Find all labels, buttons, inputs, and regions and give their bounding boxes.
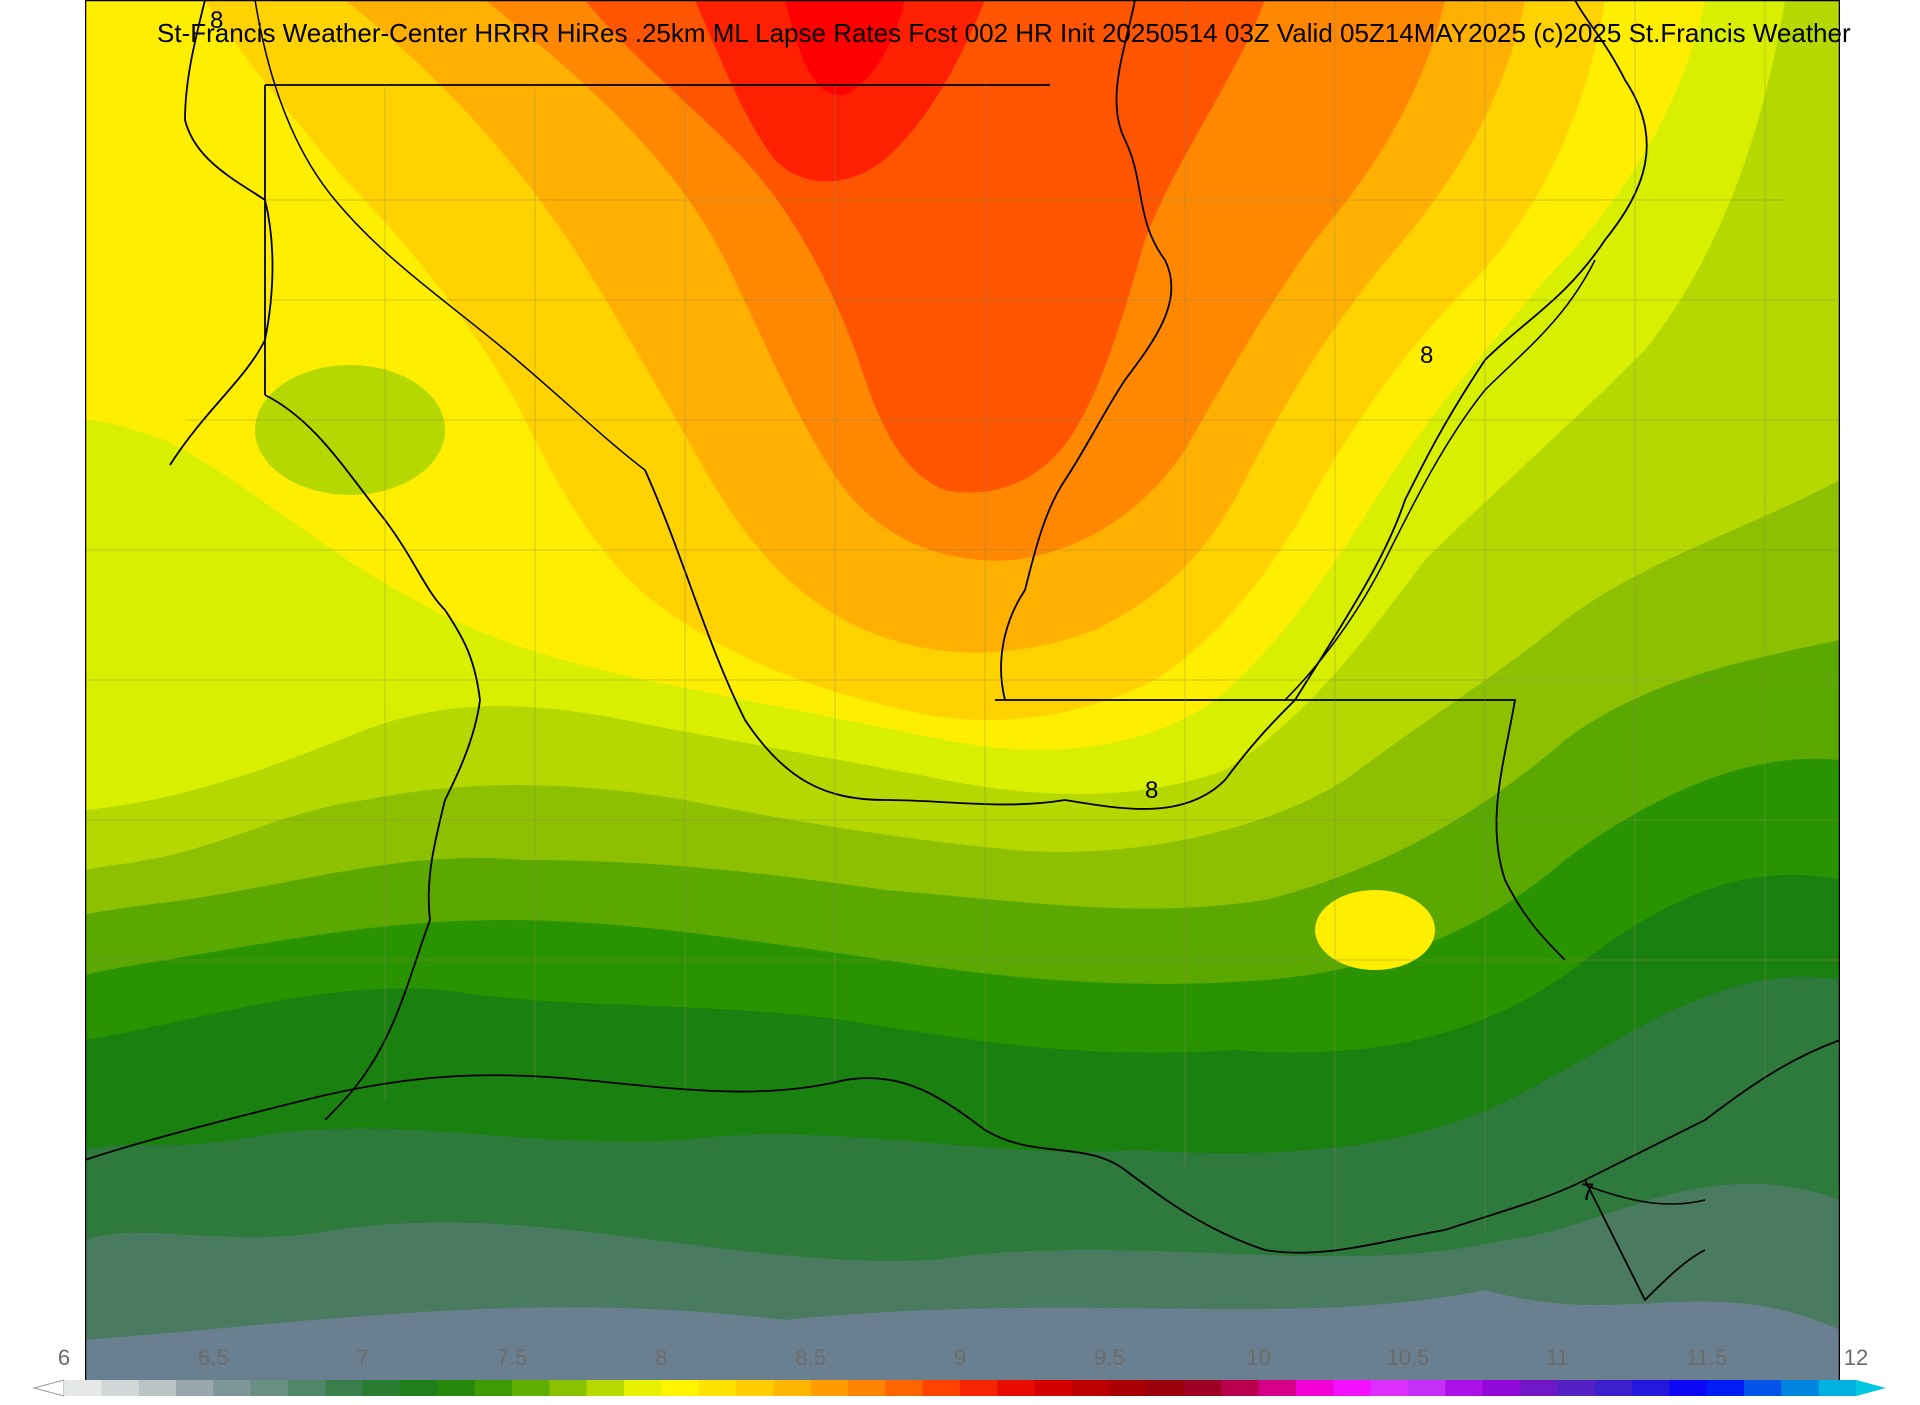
colorbar-segment xyxy=(1333,1380,1372,1396)
colorbar-segment xyxy=(549,1380,588,1396)
colorbar-segment xyxy=(250,1380,289,1396)
mississippi-river xyxy=(1000,0,1173,701)
colorbar-tick-label: 9 xyxy=(953,1345,967,1370)
colorbar-segment xyxy=(1184,1380,1222,1396)
blob-yellow-south xyxy=(1315,890,1435,970)
colorbar-segment xyxy=(885,1380,924,1396)
contour-label: 8 xyxy=(1420,342,1433,369)
colorbar-segment xyxy=(1072,1380,1110,1396)
colorbar-segment xyxy=(512,1380,550,1396)
colorbar-tick-label: 6 xyxy=(57,1345,71,1370)
colorbar-segment xyxy=(1258,1380,1297,1396)
contour-label-group: 8 8 8 7 xyxy=(210,7,1594,1206)
colorbar-segment xyxy=(64,1380,102,1396)
colorbar-segment xyxy=(1109,1380,1148,1396)
colorbar-segment xyxy=(1408,1380,1446,1396)
colorbar-tick-label: 11.5 xyxy=(1686,1345,1728,1370)
colorbar-segment xyxy=(437,1380,476,1396)
colorbar-segment xyxy=(1557,1380,1596,1396)
colorbar-segment xyxy=(1034,1380,1073,1396)
map-title: St-Francis Weather-Center HRRR HiRes .25… xyxy=(157,18,1851,48)
blob-lime-left xyxy=(255,365,445,495)
colorbar-segment xyxy=(101,1380,140,1396)
contour-8-east xyxy=(1284,259,1596,701)
colorbar-segment xyxy=(960,1380,998,1396)
colorbar-segment xyxy=(586,1380,625,1396)
colorbar-segment xyxy=(1221,1380,1260,1396)
band-red-max xyxy=(785,0,905,96)
county-lines xyxy=(85,0,1840,1250)
colorbar-segment xyxy=(1818,1380,1857,1396)
colorbar-segment xyxy=(1669,1380,1708,1396)
colorbar-tick-label: 12 xyxy=(1843,1345,1869,1370)
ar-ne-border xyxy=(1294,0,1648,701)
colorbar-tick-label: 6.5 xyxy=(198,1345,229,1370)
colorbar-tick-label: 8.5 xyxy=(795,1345,826,1370)
colorbar-tick-label: 10 xyxy=(1246,1345,1271,1370)
colorbar-segments xyxy=(32,1379,1886,1397)
colorbar-segment xyxy=(736,1380,774,1396)
colorbar-segment xyxy=(176,1380,214,1396)
colorbar-segment xyxy=(1706,1380,1745,1396)
colorbar-tick-label: 8 xyxy=(655,1345,668,1370)
colorbar-segment xyxy=(138,1380,177,1396)
colorbar-segment xyxy=(810,1380,849,1396)
colorbar-segment xyxy=(922,1380,961,1396)
colorbar xyxy=(0,1340,1920,1400)
colorbar-segment xyxy=(1744,1380,1782,1396)
colorbar-segment xyxy=(848,1380,886,1396)
lapse-rate-fill xyxy=(85,0,1840,1385)
colorbar-tick-label: 10.5 xyxy=(1386,1345,1430,1370)
colorbar-tick-label: 7 xyxy=(356,1345,369,1370)
contour-8-north xyxy=(254,0,646,471)
contour-label: 8 xyxy=(210,7,223,34)
colorbar-segment xyxy=(325,1380,364,1396)
colorbar-segment xyxy=(1594,1380,1633,1396)
colorbar-tick-label: 7.5 xyxy=(496,1345,528,1370)
colorbar-segment xyxy=(1296,1380,1334,1396)
contour-label: 8 xyxy=(1145,777,1158,804)
contour-lines xyxy=(254,0,1706,1205)
state-border-ms xyxy=(995,699,1566,961)
ms-delta xyxy=(1584,1179,1706,1302)
colorbar-segment xyxy=(698,1380,737,1396)
colorbar-segment xyxy=(661,1380,700,1396)
colorbar-segment xyxy=(1520,1380,1558,1396)
colorbar-segment xyxy=(1146,1380,1185,1396)
contour-label: 7 xyxy=(1581,1179,1594,1206)
colorbar-segment xyxy=(400,1380,438,1396)
lapse-rate-map: 8 8 8 7 xyxy=(85,0,1840,1385)
contour-7 xyxy=(1584,1184,1706,1205)
colorbar-segment xyxy=(213,1380,252,1396)
colorbar-tick-label: 11 xyxy=(1545,1345,1569,1370)
colorbar-segment xyxy=(474,1380,513,1396)
colorbar-segment xyxy=(1370,1380,1409,1396)
colorbar-max-arrow xyxy=(1856,1380,1886,1396)
colorbar-segment xyxy=(288,1380,326,1396)
colorbar-segment xyxy=(997,1380,1036,1396)
colorbar-segment xyxy=(624,1380,662,1396)
colorbar-segment xyxy=(362,1380,401,1396)
colorbar-segment xyxy=(773,1380,812,1396)
colorbar-segment xyxy=(1445,1380,1484,1396)
gulf-coast xyxy=(85,1039,1840,1254)
colorbar-segment xyxy=(1632,1380,1670,1396)
colorbar-segment xyxy=(1482,1380,1521,1396)
colorbar-segment xyxy=(1781,1380,1820,1396)
colorbar-min-arrow xyxy=(32,1379,65,1397)
state-border-ar-south xyxy=(644,469,1296,810)
colorbar-tick-label: 9.5 xyxy=(1094,1345,1125,1370)
